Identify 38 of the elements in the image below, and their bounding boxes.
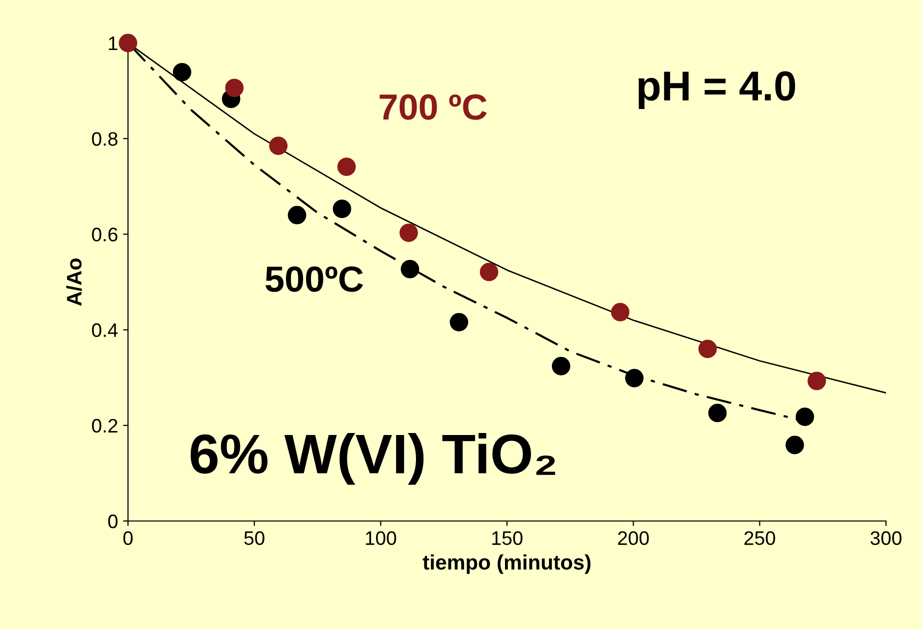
x-tick-label: 50 <box>244 531 264 546</box>
y-tick-label: 0.6 <box>92 228 118 242</box>
x-tick-label: 250 <box>744 531 776 546</box>
annotation: pH = 4.0 <box>638 71 796 110</box>
point <box>400 260 420 278</box>
point <box>332 200 352 218</box>
y-tick-label: 1 <box>108 36 118 50</box>
point <box>625 368 644 388</box>
point <box>552 356 570 376</box>
point <box>400 224 418 242</box>
x-tick-label: 300 <box>870 531 902 546</box>
x-tick-label: 200 <box>618 531 649 546</box>
point <box>450 312 468 332</box>
point <box>118 34 138 52</box>
x-axis-title: tiempo (minutos) <box>422 554 590 574</box>
y-tick-label: 0.2 <box>92 418 118 433</box>
point <box>288 206 306 224</box>
point <box>708 404 727 422</box>
x-tick-label: 150 <box>492 531 522 546</box>
series-label: 500ºC <box>266 266 363 292</box>
y-tick-label: 0.4 <box>92 323 118 338</box>
point <box>225 78 244 98</box>
annotation: 6% W(VI) TiO₂ <box>190 432 556 485</box>
point <box>610 302 630 322</box>
x-tick-label: 0 <box>123 531 133 546</box>
x-tick-label: 100 <box>366 531 396 546</box>
y-axis-title: A/Ao <box>66 258 82 306</box>
y-tick-label: 0 <box>108 514 118 528</box>
point <box>786 436 804 454</box>
point <box>698 340 717 358</box>
y-tick-label: 0.8 <box>92 132 118 146</box>
point <box>172 62 192 82</box>
point <box>796 408 814 426</box>
point <box>269 136 288 155</box>
series-label: 700 ºC <box>380 94 487 120</box>
point <box>480 262 498 282</box>
point <box>337 158 356 176</box>
point <box>808 372 826 390</box>
